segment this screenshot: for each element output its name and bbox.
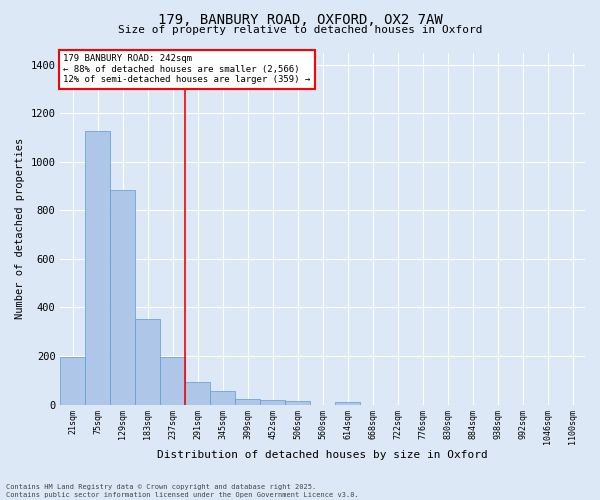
Text: Size of property relative to detached houses in Oxford: Size of property relative to detached ho… <box>118 25 482 35</box>
Y-axis label: Number of detached properties: Number of detached properties <box>15 138 25 319</box>
Bar <box>285 401 310 404</box>
Bar <box>235 399 260 404</box>
Bar <box>335 402 360 404</box>
Bar <box>136 319 160 404</box>
Text: Contains HM Land Registry data © Crown copyright and database right 2025.
Contai: Contains HM Land Registry data © Crown c… <box>6 484 359 498</box>
Bar <box>85 131 110 404</box>
X-axis label: Distribution of detached houses by size in Oxford: Distribution of detached houses by size … <box>157 450 488 460</box>
Bar <box>61 357 85 405</box>
Bar <box>160 356 185 405</box>
Text: 179, BANBURY ROAD, OXFORD, OX2 7AW: 179, BANBURY ROAD, OXFORD, OX2 7AW <box>158 12 442 26</box>
Bar <box>260 400 285 404</box>
Text: 179 BANBURY ROAD: 242sqm
← 88% of detached houses are smaller (2,566)
12% of sem: 179 BANBURY ROAD: 242sqm ← 88% of detach… <box>63 54 310 84</box>
Bar <box>210 390 235 404</box>
Bar <box>185 382 210 404</box>
Bar <box>110 190 136 404</box>
